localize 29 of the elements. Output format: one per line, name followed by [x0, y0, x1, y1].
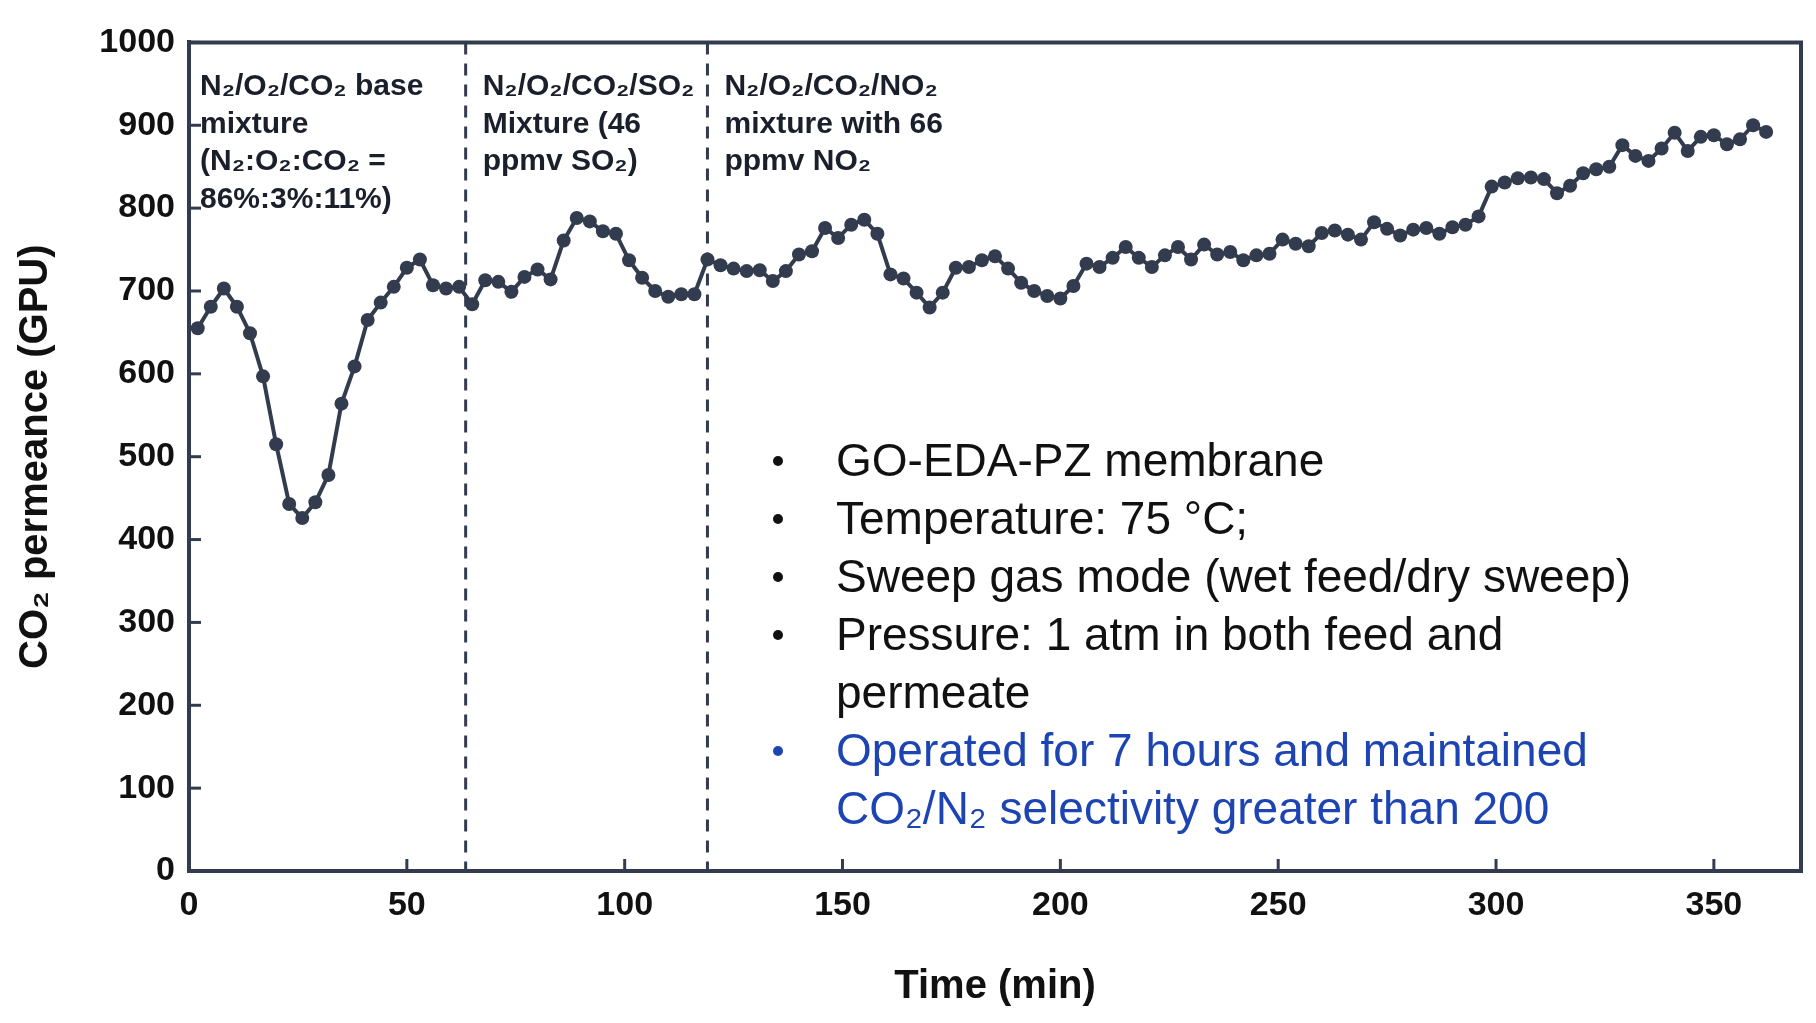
y-tick-label: 100 [118, 766, 175, 805]
x-tick-label: 300 [1467, 883, 1525, 922]
y-tick-label: 900 [118, 103, 175, 142]
x-tick-label: 250 [1249, 883, 1307, 922]
x-axis-title: Time (min) [894, 962, 1096, 1007]
y-tick-label: 1000 [99, 20, 175, 59]
y-tick-label: 800 [118, 186, 175, 225]
annotation: N₂/O₂/CO₂/SO₂ Mixture (46 ppmv SO₂) [482, 67, 696, 179]
x-tick-label: 50 [387, 883, 426, 922]
annotation: N₂/O₂/CO₂ base mixture (N₂:O₂:CO₂ = 86%:3%:11%) [200, 67, 425, 216]
y-tick-label: 500 [118, 435, 175, 474]
y-tick-label: 700 [118, 269, 175, 308]
x-tick-label: 200 [1031, 883, 1089, 922]
y-tick-label: 400 [118, 517, 175, 556]
annotation: Pressure: 1 atm in both feed and permeate [836, 607, 1505, 720]
x-tick-label: 0 [179, 883, 199, 922]
y-tick-label: 200 [118, 683, 175, 722]
y-tick-label: 600 [118, 352, 175, 391]
y-tick-label: 0 [156, 849, 175, 888]
annotation: Sweep gas mode (wet feed/dry sweep) [836, 549, 1633, 604]
annotation: N₂/O₂/CO₂/NO₂ mixture with 66 ppmv NO₂ [724, 67, 944, 179]
annotation: GO-EDA-PZ membrane [836, 433, 1326, 488]
y-axis-title: CO₂ permeance (GPU) [11, 244, 56, 669]
x-tick-label: 100 [596, 883, 654, 922]
annotation: Temperature: 75 °C; [836, 491, 1250, 546]
annotation: Operated for 7 hours and maintained CO₂/N₂ selectivity greater than 200 [836, 723, 1589, 836]
y-tick-label: 300 [118, 600, 175, 639]
x-tick-label: 350 [1685, 883, 1743, 922]
x-tick-label: 150 [814, 883, 871, 922]
